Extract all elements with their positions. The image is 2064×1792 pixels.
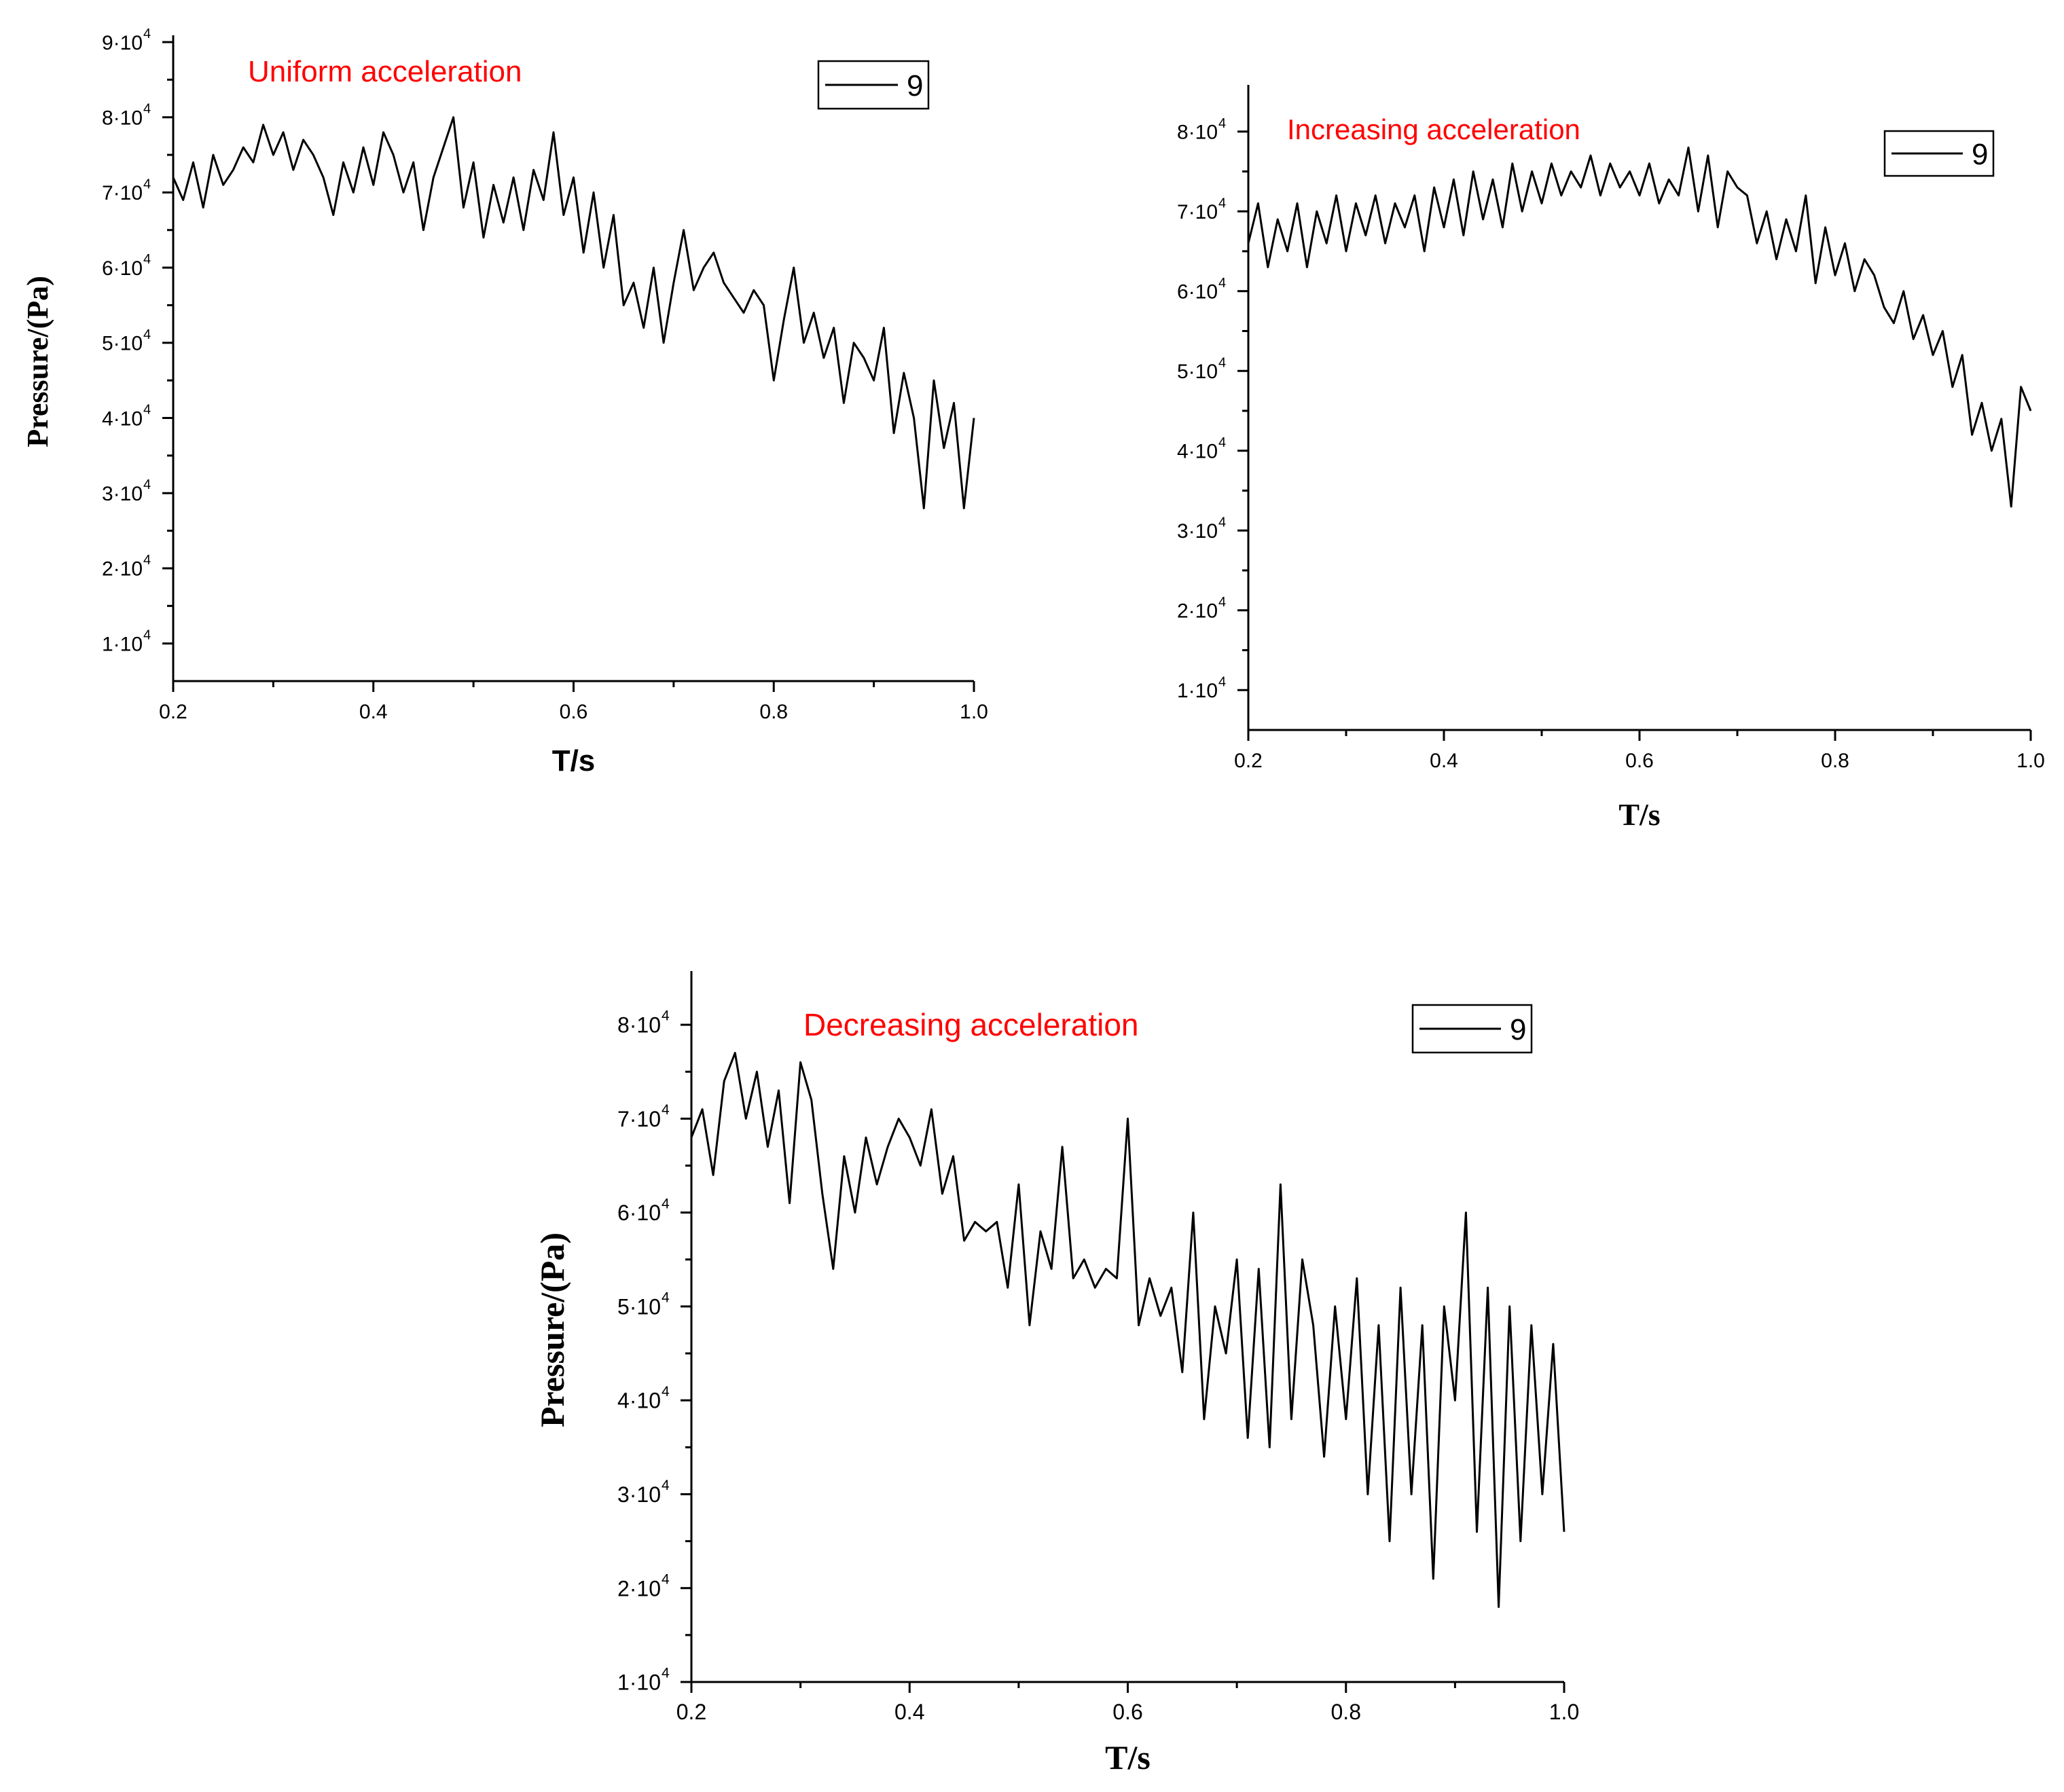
x-tick-label: 0.4 [894, 1700, 924, 1724]
y-axis-label: Pressure/(Pa) [21, 276, 54, 447]
y-tick-label: 5·10 [1177, 361, 1218, 383]
chart-title: Decreasing acceleration [803, 1007, 1139, 1042]
y-tick-exponent: 4 [662, 1478, 670, 1493]
x-tick-label: 0.4 [1430, 750, 1458, 772]
y-tick-label: 3·10 [102, 483, 143, 505]
y-axis-label: Pressure/(Pa) [533, 1232, 571, 1427]
y-tick-exponent: 4 [662, 1290, 670, 1306]
y-tick-exponent: 4 [662, 1196, 670, 1211]
y-tick-label: 5·10 [617, 1294, 661, 1319]
legend-label: 9 [1972, 138, 1988, 171]
y-tick-exponent: 4 [662, 1666, 670, 1681]
y-tick-exponent: 4 [662, 1384, 670, 1400]
y-tick-label: 4·10 [102, 407, 143, 430]
y-tick-label: 2·10 [1177, 600, 1218, 623]
y-tick-exponent: 4 [1218, 196, 1226, 211]
y-tick-exponent: 4 [1218, 116, 1226, 131]
y-tick-exponent: 4 [143, 403, 151, 418]
y-tick-label: 3·10 [617, 1482, 661, 1507]
y-tick-label: 5·10 [102, 333, 143, 355]
y-tick-label: 1·10 [1177, 680, 1218, 702]
chart-panel-1: 0.2 0.4 0.6 0.8 1.01·10 42·10 43·10 44·10 45·10 4… [21, 26, 988, 778]
y-tick-exponent: 4 [662, 1102, 670, 1118]
legend-label: 9 [1510, 1013, 1526, 1046]
x-tick-label: 1.0 [2016, 750, 2045, 772]
x-axis-label: T/s [1105, 1738, 1151, 1776]
y-tick-exponent: 4 [143, 102, 151, 117]
x-tick-label: 0.8 [1331, 1700, 1361, 1724]
y-tick-label: 8·10 [1177, 122, 1218, 144]
y-tick-exponent: 4 [1218, 674, 1226, 689]
legend-label: 9 [907, 69, 923, 103]
y-tick-exponent: 4 [1218, 355, 1226, 370]
y-tick-exponent: 4 [143, 177, 151, 191]
y-tick-exponent: 4 [143, 26, 151, 41]
y-tick-exponent: 4 [143, 477, 151, 492]
y-tick-label: 7·10 [1177, 201, 1218, 223]
y-tick-label: 7·10 [617, 1107, 661, 1131]
chart-panel-3: 0.2 0.4 0.6 0.8 1.01·10 42·10 43·10 44·10 45·10 4… [533, 971, 1579, 1776]
y-tick-label: 4·10 [617, 1389, 661, 1413]
y-tick-exponent: 4 [143, 553, 151, 568]
y-tick-label: 6·10 [617, 1201, 661, 1225]
chart-panel-2: 0.2 0.4 0.6 0.8 1.01·10 42·10 43·10 44·10 45·10 4… [1177, 85, 2045, 832]
y-tick-label: 2·10 [617, 1576, 661, 1601]
y-tick-exponent: 4 [1218, 435, 1226, 450]
series-line-9 [172, 116, 975, 509]
y-tick-label: 7·10 [102, 182, 143, 204]
y-tick-exponent: 4 [1218, 595, 1226, 610]
y-tick-label: 4·10 [1177, 441, 1218, 463]
y-tick-label: 8·10 [102, 107, 143, 130]
chart-title: Uniform acceleration [248, 55, 522, 88]
y-tick-exponent: 4 [143, 252, 151, 267]
x-axis-label: T/s [552, 744, 596, 778]
y-tick-label: 8·10 [617, 1013, 661, 1038]
chart-title: Increasing acceleration [1287, 113, 1580, 145]
series-line-9 [690, 1052, 1565, 1608]
x-tick-label: 0.2 [159, 701, 187, 723]
x-tick-label: 1.0 [1549, 1700, 1579, 1724]
series-line-9 [1247, 146, 2032, 508]
y-tick-exponent: 4 [1218, 276, 1226, 291]
y-tick-label: 9·10 [102, 32, 143, 54]
x-tick-label: 0.6 [1112, 1700, 1142, 1724]
x-axis-label: T/s [1618, 797, 1660, 832]
x-tick-label: 0.4 [359, 701, 388, 723]
x-tick-label: 0.6 [1625, 750, 1654, 772]
x-tick-label: 0.8 [1821, 750, 1849, 772]
x-tick-label: 0.2 [1234, 750, 1263, 772]
y-tick-label: 2·10 [102, 558, 143, 581]
y-tick-exponent: 4 [662, 1571, 670, 1587]
x-tick-label: 1.0 [960, 701, 988, 723]
y-tick-exponent: 4 [662, 1008, 670, 1024]
y-tick-exponent: 4 [143, 327, 151, 342]
x-tick-label: 0.8 [759, 701, 788, 723]
y-tick-label: 1·10 [102, 633, 143, 655]
y-tick-label: 1·10 [617, 1670, 661, 1695]
y-tick-label: 3·10 [1177, 520, 1218, 543]
y-tick-exponent: 4 [1218, 515, 1226, 530]
y-tick-exponent: 4 [143, 628, 151, 643]
x-tick-label: 0.2 [676, 1700, 706, 1724]
y-tick-label: 6·10 [1177, 281, 1218, 304]
y-tick-label: 6·10 [102, 257, 143, 280]
x-tick-label: 0.6 [560, 701, 588, 723]
